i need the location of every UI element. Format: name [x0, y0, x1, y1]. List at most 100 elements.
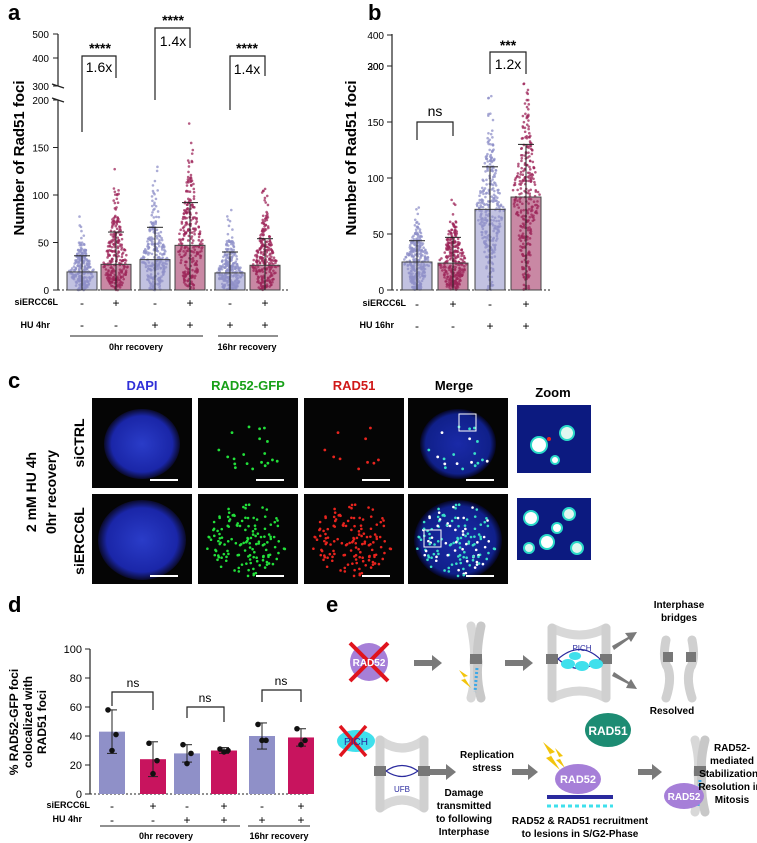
- panel-b-point: [455, 232, 459, 235]
- panel-a-point: [160, 236, 163, 240]
- panel-b-point: [418, 235, 422, 238]
- focus-spot: [276, 519, 279, 522]
- focus-spot: [492, 547, 496, 550]
- panel-a-point: [156, 189, 159, 192]
- panel-b-point: [494, 182, 497, 185]
- panel-b-point: [486, 152, 489, 156]
- focus-spot: [246, 536, 249, 540]
- panel-a-point: [191, 148, 195, 152]
- panel-a-point: [72, 265, 76, 268]
- panel-b-point: [491, 118, 495, 122]
- zoom-focus: [564, 509, 574, 519]
- focus-spot: [427, 448, 431, 452]
- panel-a-point: [200, 242, 204, 246]
- panel-a-point: [189, 173, 193, 177]
- panel-b-point: [492, 148, 495, 151]
- focus-spot: [438, 518, 442, 521]
- focus-spot: [218, 537, 222, 540]
- panel-a-point: [77, 267, 81, 271]
- panel-d-tick-label: 60: [70, 702, 82, 714]
- panel-a-point: [181, 237, 185, 241]
- panel-b-point: [523, 102, 527, 105]
- panel-d-group1-label: 0hr recovery: [139, 831, 193, 841]
- panel-a-point: [147, 242, 150, 246]
- focus-spot: [352, 536, 355, 540]
- recruitment-diagram: [543, 713, 631, 808]
- panel-a-point: [186, 175, 190, 179]
- focus-spot: [227, 552, 230, 556]
- panel-a-sig-3-fold: 1.4x: [234, 61, 260, 77]
- focus-spot: [333, 511, 337, 514]
- panel-b-point: [501, 205, 505, 209]
- panel-a-tick-label: 400: [32, 54, 49, 65]
- panel-b-point: [454, 221, 458, 224]
- panel-a-point: [195, 216, 198, 220]
- focus-spot: [228, 518, 232, 521]
- focus-spot: [213, 553, 217, 557]
- panel-a-point: [235, 254, 238, 258]
- panel-d-group2-label: 16hr recovery: [249, 831, 308, 841]
- panel-a-point: [220, 265, 224, 268]
- panel-b-sign-row1: -: [415, 297, 419, 311]
- focus-spot: [354, 558, 358, 561]
- focus-spot: [461, 467, 465, 471]
- panel-a-point: [236, 265, 240, 269]
- panel-a-point: [226, 218, 230, 221]
- focus-spot: [465, 559, 469, 563]
- focus-spot: [471, 555, 475, 558]
- panel-a-point: [159, 230, 163, 234]
- panel-b-point: [417, 206, 421, 209]
- panel-a-point: [231, 240, 235, 243]
- panel-b-point: [449, 254, 453, 258]
- panel-a-point: [190, 235, 194, 238]
- panel-a-point: [195, 220, 199, 223]
- panel-a-point: [228, 219, 232, 223]
- panel-a-point: [267, 248, 271, 252]
- panel-b-point: [527, 189, 530, 193]
- focus-spot: [475, 508, 479, 511]
- panel-a-point: [92, 268, 95, 272]
- focus-spot: [360, 534, 363, 538]
- panel-a-point: [111, 249, 115, 253]
- panel-a-point: [113, 201, 117, 205]
- focus-spot: [282, 547, 286, 550]
- panel-d-sign-row1: -: [185, 799, 189, 813]
- panel-b-point: [485, 203, 488, 206]
- focus-spot: [487, 551, 490, 555]
- focus-spot: [455, 562, 458, 565]
- panel-b-point: [528, 155, 531, 158]
- panel-a-point: [146, 240, 149, 243]
- focus-spot: [375, 523, 379, 526]
- panel-b-point: [453, 250, 456, 253]
- focus-spot: [336, 431, 340, 435]
- focus-spot: [263, 464, 267, 468]
- focus-spot: [315, 538, 319, 542]
- focus-spot: [416, 547, 419, 550]
- focus-spot: [265, 508, 269, 511]
- panel-a-point: [147, 245, 150, 249]
- panel-b-point: [534, 188, 538, 192]
- panel-d-sign-row1: +: [297, 799, 304, 813]
- focus-spot: [263, 452, 267, 455]
- panel-a-point: [181, 226, 185, 230]
- focus-spot: [369, 566, 373, 569]
- focus-spot: [358, 573, 362, 577]
- focus-spot: [358, 516, 361, 520]
- focus-spot: [265, 560, 269, 564]
- panel-a-point: [258, 261, 262, 264]
- focus-spot: [259, 535, 263, 539]
- focus-spot: [348, 505, 351, 509]
- panel-a-point: [179, 228, 183, 232]
- panel-a-point: [197, 225, 201, 228]
- panel-a-point: [79, 263, 82, 267]
- panel-c-row-label-sictrl: siCTRL: [71, 418, 87, 467]
- panel-b-point: [520, 181, 523, 185]
- panel-a-point: [260, 230, 264, 233]
- focus-spot: [258, 563, 262, 567]
- focus-spot: [357, 533, 361, 536]
- focus-spot: [487, 539, 491, 543]
- focus-spot: [275, 459, 279, 463]
- panel-a-point: [120, 237, 124, 241]
- panel-b-point: [484, 155, 488, 159]
